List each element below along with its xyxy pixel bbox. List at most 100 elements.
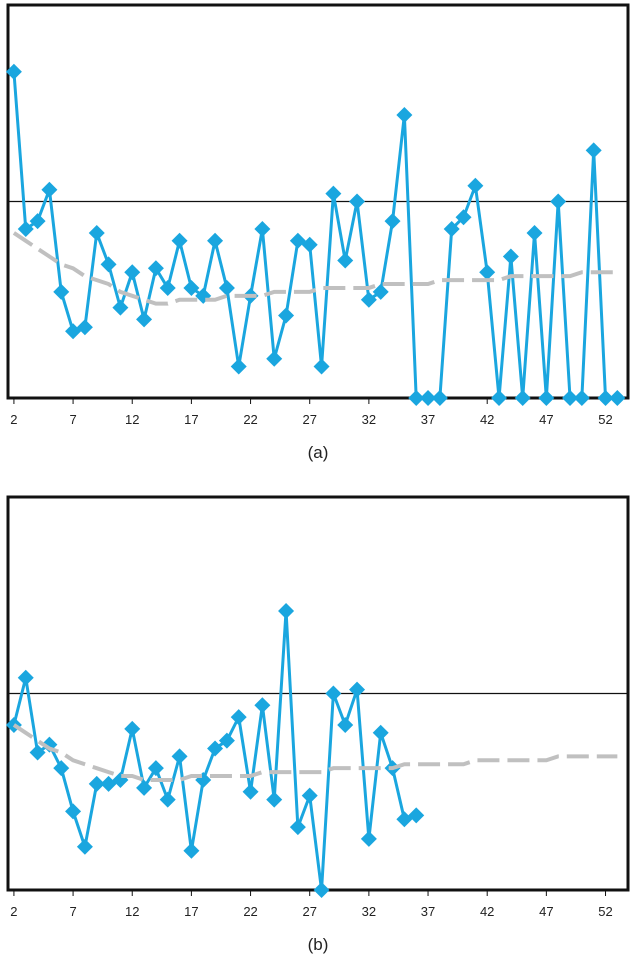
data-point [562,390,579,406]
data-point [5,63,22,80]
data-point [171,748,188,765]
x-tick-label: 2 [10,904,17,919]
data-point [112,299,129,316]
data-point [455,209,472,226]
data-point [207,232,224,249]
data-point [266,350,283,367]
data-point [420,390,437,406]
x-tick-label: 7 [69,412,76,427]
data-point [159,279,176,296]
x-tick-label: 12 [125,412,139,427]
data-point [491,390,508,406]
data-point [136,311,153,328]
x-tick-label: 22 [243,904,257,919]
data-point [29,213,46,230]
x-tick-label: 22 [243,412,257,427]
caption: (b) [308,935,329,954]
data-point [360,291,377,308]
caption: (a) [308,443,329,462]
data-point [573,390,590,406]
x-tick-label: 12 [125,904,139,919]
data-point [325,685,342,702]
data-point [242,783,259,800]
data-point [17,669,34,686]
data-point [41,181,58,198]
data-point [183,279,200,296]
x-tick-label: 52 [598,412,612,427]
data-point [100,256,117,273]
data-point [278,602,295,619]
x-tick-label: 42 [480,412,494,427]
data-point [17,221,34,238]
data-point [88,775,105,792]
data-point [325,185,342,202]
trend-line [12,723,618,782]
data-point [230,358,247,375]
data-point [53,760,70,777]
data-point [278,307,295,324]
data-point [372,724,389,741]
data-point [147,760,164,777]
data-point [124,720,141,737]
data-point [301,236,318,253]
data-point [313,358,330,375]
data-point [254,697,271,714]
data-point [349,681,366,698]
x-tick-label: 37 [421,412,435,427]
data-point [479,264,496,281]
data-point [171,232,188,249]
data-point [597,390,614,406]
x-tick-label: 32 [362,904,376,919]
x-tick-label: 37 [421,904,435,919]
data-point [538,390,555,406]
data-point [502,248,519,265]
data-point [609,390,626,406]
x-tick-label: 52 [598,904,612,919]
trend-line [12,231,618,306]
x-tick-label: 47 [539,904,553,919]
data-point [254,221,271,238]
data-point [124,264,141,281]
x-tick-label: 42 [480,904,494,919]
data-point [65,803,82,820]
data-point [337,252,354,269]
data-point [313,882,330,898]
data-point [467,177,484,194]
data-point [266,791,283,808]
data-point [384,213,401,230]
data-point [301,787,318,804]
x-tick-label: 27 [302,904,316,919]
data-point [136,779,153,796]
x-tick-label: 47 [539,412,553,427]
data-point [526,224,543,241]
data-point [218,279,235,296]
data-point [88,224,105,241]
x-tick-label: 32 [362,412,376,427]
data-point [230,709,247,726]
data-point [29,744,46,761]
data-point [431,390,448,406]
data-point [408,390,425,406]
data-point [396,107,413,124]
data-point [360,830,377,847]
data-point [550,193,567,210]
data-point [349,193,366,210]
data-point [337,716,354,733]
x-tick-label: 2 [10,412,17,427]
data-point [443,221,460,238]
data-point [218,732,235,749]
data-point [76,319,93,336]
data-point [147,260,164,277]
x-tick-label: 17 [184,412,198,427]
data-point [159,791,176,808]
x-tick-label: 27 [302,412,316,427]
data-point [408,807,425,824]
data-point [76,838,93,855]
x-tick-label: 7 [69,904,76,919]
data-line [12,71,618,400]
data-point [207,740,224,757]
data-point [53,283,70,300]
data-point [372,283,389,300]
data-point [585,142,602,159]
